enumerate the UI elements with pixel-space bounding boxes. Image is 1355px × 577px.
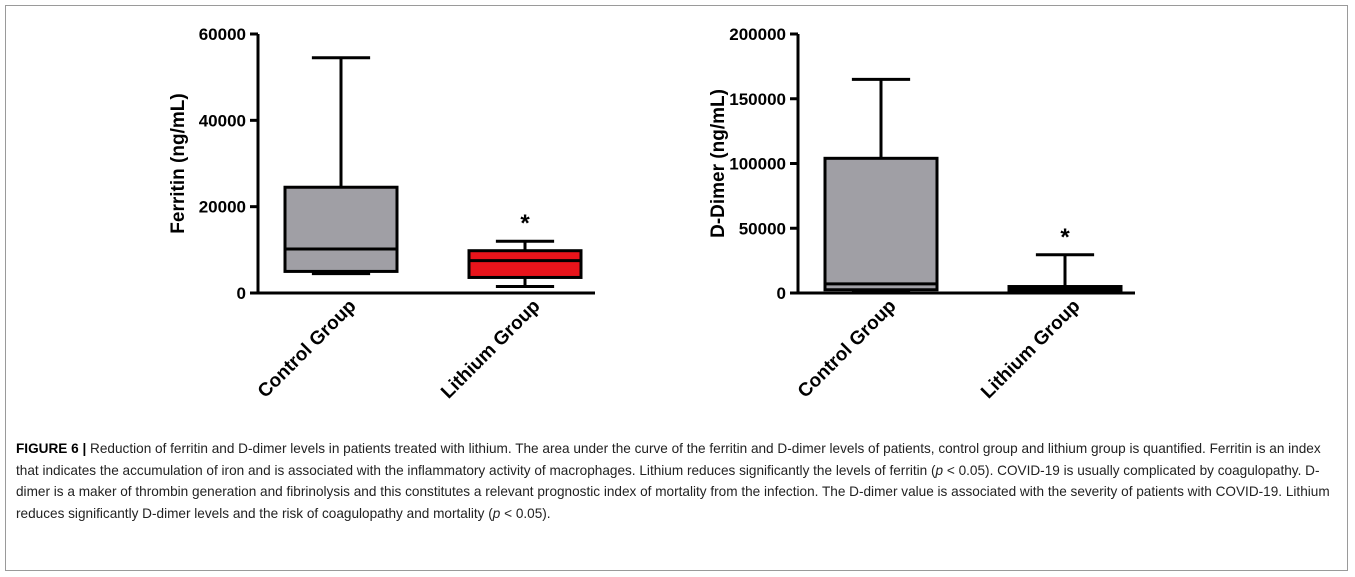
box-iqr — [283, 185, 399, 273]
box-control — [823, 77, 939, 292]
y-tick-label: 0 — [237, 284, 246, 303]
caption-text-3: < 0.05). — [500, 505, 551, 521]
box-control — [283, 56, 399, 276]
caption-p-symbol-2: p — [492, 505, 501, 521]
y-tick-label: 150000 — [729, 90, 786, 109]
box-iqr — [467, 249, 583, 279]
chart-svg: 0 50000 100000 150000 200000 D-Dimer (ng/mL) C… — [708, 25, 1135, 403]
figure-caption: FIGURE 6 | Reduction of ferritin and D-d… — [16, 438, 1334, 524]
figure-frame — [5, 5, 1348, 571]
y-axis-label: D-Dimer (ng/mL) — [708, 89, 729, 238]
y-tick-label: 200000 — [729, 25, 786, 44]
x-category-label: Control Group — [254, 296, 361, 403]
y-tick-label: 60000 — [199, 25, 246, 44]
box-lithium: * — [1007, 224, 1123, 294]
box-iqr — [823, 156, 939, 292]
caption-text-1: Reduction of ferritin and D-dimer levels… — [16, 441, 1321, 478]
caption-p-symbol-1: p — [935, 462, 944, 478]
y-tick-label: 40000 — [199, 111, 246, 130]
d-dimer-chart: 0 50000 100000 150000 200000 D-Dimer (ng/mL) C… — [690, 14, 1160, 429]
x-category-label: Lithium Group — [977, 296, 1084, 403]
caption-text-2: < 0.05). COVID-19 is usually complicated… — [16, 462, 1330, 521]
significance-marker: * — [1060, 224, 1070, 251]
y-tick-label: 0 — [777, 284, 786, 303]
y-tick-label: 100000 — [729, 155, 786, 174]
chart-svg: 0 20000 40000 60000 Ferritin (ng/mL) Control … — [168, 25, 595, 403]
y-tick-label: 50000 — [739, 219, 786, 238]
y-tick-label: 20000 — [199, 198, 246, 217]
box-lithium: * — [467, 210, 583, 289]
y-axis-label: Ferritin (ng/mL) — [168, 93, 189, 233]
significance-marker: * — [520, 210, 530, 237]
x-category-label: Lithium Group — [437, 296, 544, 403]
caption-lead: FIGURE 6 | — [16, 441, 87, 456]
x-category-label: Control Group — [794, 296, 901, 403]
ferritin-chart: 0 20000 40000 60000 Ferritin (ng/mL) Control … — [150, 14, 620, 429]
